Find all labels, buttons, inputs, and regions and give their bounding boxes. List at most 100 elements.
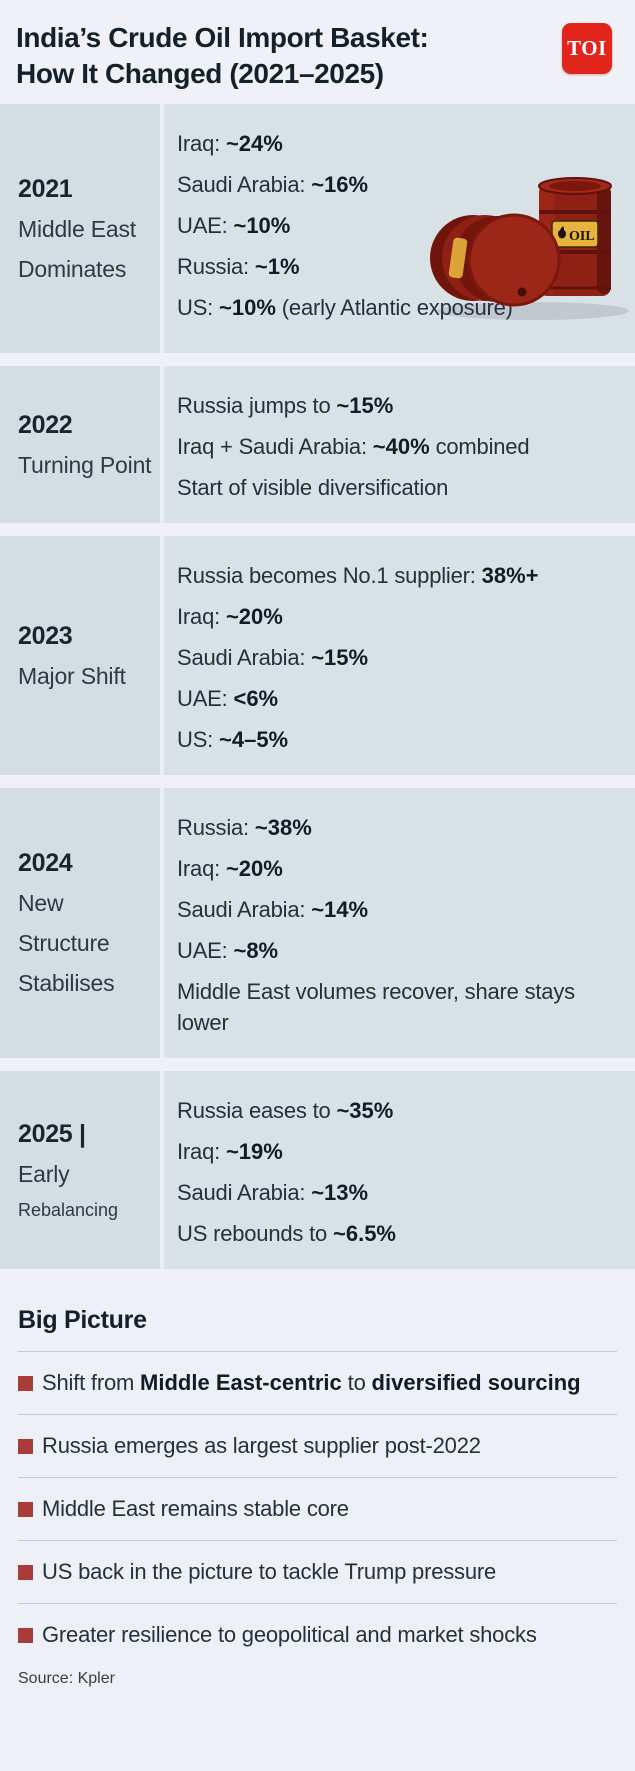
share-value: ~8% [233,938,279,963]
big-picture-list: Shift from Middle East-centric to divers… [18,1351,617,1666]
page-title: India’s Crude Oil Import Basket: How It … [16,22,429,89]
import-share-item: US rebounds to ~6.5% [177,1218,623,1249]
share-label: Russia jumps to [177,393,337,418]
row-year-label: 2022 Turning Point [0,366,164,523]
share-label: UAE: [177,938,234,963]
share-value: ~38% [254,815,312,840]
share-label: Russia: [177,815,255,840]
import-share-item: Russia eases to ~35% [177,1095,623,1126]
emphasis-text: Middle East-centric [140,1370,342,1395]
share-value: ~1% [254,254,300,279]
year-text: 2025 | [18,1119,86,1148]
timeline-row-2024: 2024 New Structure Stabilises Russia: ~38%… [0,788,635,1058]
share-label: Start of visible diversification [177,475,449,500]
takeaway-text: Middle East remains stable core [42,1496,349,1521]
share-label: Iraq: [177,1139,226,1164]
import-share-item: Iraq: ~19% [177,1136,623,1167]
share-value: ~13% [311,1180,369,1205]
share-value: 38%+ [481,563,539,588]
import-share-item: Middle East volumes recover, share stays… [177,976,623,1038]
import-share-item: Saudi Arabia: ~15% [177,642,623,673]
share-label: Saudi Arabia: [177,645,312,670]
import-share-item: UAE: <6% [177,683,623,714]
share-label: Iraq: [177,856,226,881]
row-year-label: 2023 Major Shift [0,536,164,775]
phase-text: New Structure Stabilises [18,890,115,996]
share-label: Iraq: [177,604,226,629]
phase-text: Major Shift [18,662,126,689]
share-value: ~10% [219,295,276,320]
share-label: (early Atlantic exposure) [275,295,513,320]
square-bullet-icon [18,1502,33,1517]
emphasis-text: diversified sourcing [371,1370,581,1395]
import-share-item: US: ~10% (early Atlantic exposure) [177,292,623,323]
takeaway-text: Shift from [42,1370,141,1395]
timeline-row-2025: 2025 | Early Rebalancing Russia eases to ~3… [0,1071,635,1269]
big-picture-section: Big Picture Shift from Middle East-centr… [0,1282,635,1700]
phase-text: Turning Point [18,451,152,478]
share-value: ~10% [233,213,291,238]
source-credit: Source: Kpler [18,1670,115,1687]
share-label: Russia: [177,254,255,279]
phase-text: Early [18,1160,70,1187]
square-bullet-icon [18,1376,33,1391]
share-value: ~16% [311,172,369,197]
timeline-row-2021: 2021 Middle East Dominates Iraq: ~24% Saudi… [0,104,635,353]
takeaway-text: to [341,1370,372,1395]
toi-logo-text: TOI [567,36,607,60]
share-value: <6% [233,686,279,711]
import-share-item: Iraq + Saudi Arabia: ~40% combined [177,431,623,462]
share-value: ~19% [225,1139,283,1164]
phase-text: Rebalancing [18,1199,119,1220]
share-value: ~15% [311,645,369,670]
share-value: ~14% [311,897,369,922]
import-share-item: Saudi Arabia: ~16% [177,169,623,200]
share-value: ~24% [225,131,283,156]
import-share-item: Russia jumps to ~15% [177,390,623,421]
import-share-item: Russia becomes No.1 supplier: 38%+ [177,560,623,591]
year-text: 2021 [18,174,73,203]
takeaway-text: Greater resilience to geopolitical and m… [42,1622,537,1647]
square-bullet-icon [18,1439,33,1454]
import-share-item: US: ~4–5% [177,724,623,755]
year-text: 2022 [18,410,73,439]
row-details: Iraq: ~24% Saudi Arabia: ~16% UAE: ~10% Rus… [164,104,635,353]
big-picture-heading: Big Picture [18,1306,147,1334]
big-picture-item: Greater resilience to geopolitical and m… [18,1603,617,1666]
year-text: 2023 [18,621,73,650]
row-details: Russia jumps to ~15% Iraq + Saudi Arabia:… [164,366,635,523]
row-details: Russia eases to ~35% Iraq: ~19% Saudi Arab… [164,1071,635,1269]
share-value: ~15% [336,393,394,418]
row-year-label: 2024 New Structure Stabilises [0,788,164,1058]
share-label: Iraq: [177,131,226,156]
import-share-item: Saudi Arabia: ~13% [177,1177,623,1208]
import-share-item: Saudi Arabia: ~14% [177,894,623,925]
row-year-label: 2025 | Early Rebalancing [0,1071,164,1269]
big-picture-item: US back in the picture to tackle Trump p… [18,1540,617,1603]
share-label: US: [177,727,219,752]
share-value: ~40% [372,434,430,459]
takeaway-text: Russia emerges as largest supplier post-… [42,1433,481,1458]
import-share-item: Russia: ~38% [177,812,623,843]
share-label: Saudi Arabia: [177,1180,312,1205]
share-value: ~20% [225,856,283,881]
header: India’s Crude Oil Import Basket: How It … [0,0,635,104]
share-label: US: [177,295,219,320]
import-share-item: Start of visible diversification [177,472,623,503]
share-value: ~20% [225,604,283,629]
share-label: Iraq + Saudi Arabia: [177,434,373,459]
share-label: Russia eases to [177,1098,337,1123]
import-share-item: Russia: ~1% [177,251,623,282]
takeaway-text: US back in the picture to tackle Trump p… [42,1559,497,1584]
import-share-item: UAE: ~8% [177,935,623,966]
toi-logo: TOI [562,23,612,74]
share-label: Russia becomes No.1 supplier: [177,563,482,588]
square-bullet-icon [18,1628,33,1643]
row-details: Russia becomes No.1 supplier: 38%+ Iraq: … [164,536,635,775]
share-value: ~4–5% [219,727,289,752]
share-label: UAE: [177,686,234,711]
square-bullet-icon [18,1565,33,1580]
big-picture-item: Shift from Middle East-centric to divers… [18,1351,617,1414]
import-share-item: Iraq: ~20% [177,601,623,632]
